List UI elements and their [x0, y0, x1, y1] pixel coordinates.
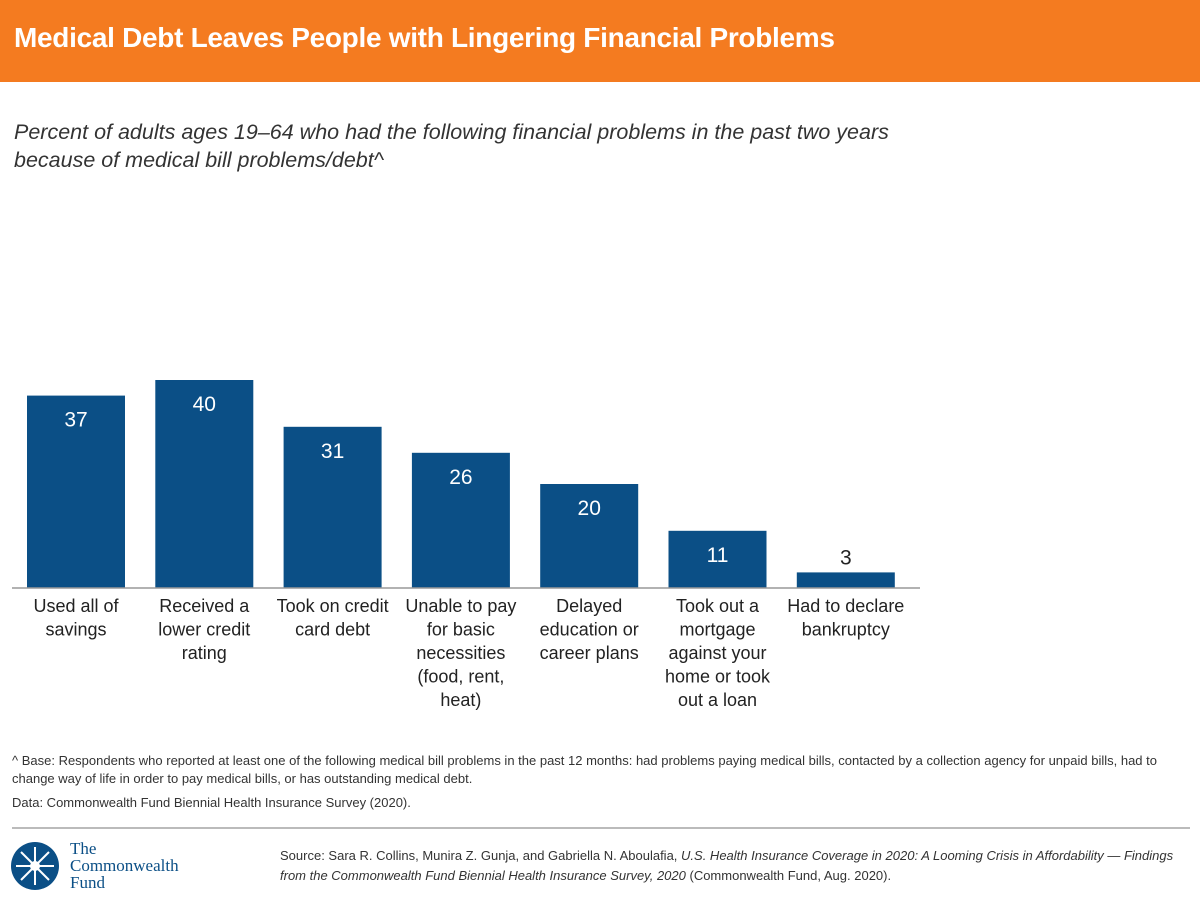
category-label: Took out a — [676, 596, 760, 616]
data-label: 20 — [578, 497, 601, 520]
bar — [155, 380, 254, 588]
source-title: U.S. Health Insurance Coverage in 2020: … — [280, 848, 1174, 883]
snowflake-seal-icon — [11, 841, 59, 890]
source-suffix: (Commonwealth Fund, Aug. 2020). — [685, 868, 892, 883]
data-label: 37 — [64, 409, 87, 432]
category-label: Used all of — [33, 596, 119, 616]
bar — [283, 426, 382, 588]
bar — [540, 484, 639, 588]
category-label: education or — [540, 620, 639, 640]
category-label: savings — [45, 620, 106, 640]
bar — [668, 530, 767, 588]
title-bar: Medical Debt Leaves People with Lingerin… — [0, 0, 1200, 82]
logo-line: The — [70, 839, 97, 858]
category-label: home or took — [665, 667, 771, 687]
logo-line: Commonwealth — [70, 856, 179, 875]
data-label: 3 — [840, 546, 852, 569]
base-note: ^ Base: Respondents who reported at leas… — [12, 753, 1157, 786]
bar — [796, 572, 895, 588]
category-label: out a loan — [678, 690, 757, 710]
divider — [12, 827, 1190, 829]
category-label: heat) — [440, 690, 481, 710]
category-label: mortgage — [679, 620, 755, 640]
category-label: (food, rent, — [417, 667, 504, 687]
category-label: Delayed — [556, 596, 622, 616]
data-label: 26 — [449, 466, 472, 489]
category-label: career plans — [540, 643, 639, 663]
category-label: for basic — [427, 620, 495, 640]
category-label: against your — [668, 643, 766, 663]
category-label: Took on credit — [277, 596, 389, 616]
category-label: Received a — [159, 596, 250, 616]
category-label: lower credit — [158, 620, 250, 640]
category-label: Unable to pay — [405, 596, 516, 616]
data-label: 40 — [193, 393, 216, 416]
category-label: bankruptcy — [802, 620, 890, 640]
bar — [27, 395, 125, 588]
source-prefix: Source: Sara R. Collins, Munira Z. Gunja… — [280, 848, 682, 863]
data-label: 11 — [707, 544, 729, 567]
category-label: card debt — [295, 620, 370, 640]
data-note: Data: Commonwealth Fund Biennial Health … — [12, 795, 411, 810]
chart-title: Medical Debt Leaves People with Lingerin… — [14, 22, 835, 53]
logo-line: Fund — [70, 873, 105, 892]
category-label: necessities — [416, 643, 505, 663]
chart-subtitle: Percent of adults ages 19–64 who had the… — [14, 120, 889, 172]
bar-chart: 37 Used all of savings 40 Received a lower cr… — [12, 380, 920, 710]
data-label: 31 — [321, 440, 344, 463]
category-label: rating — [182, 643, 227, 663]
source-citation: Source: Sara R. Collins, Munira Z. Gunja… — [280, 846, 1180, 886]
commonwealth-fund-logo: The Commonwealth Fund — [10, 840, 179, 891]
bar — [411, 452, 510, 588]
category-label: Had to declare — [787, 596, 904, 616]
